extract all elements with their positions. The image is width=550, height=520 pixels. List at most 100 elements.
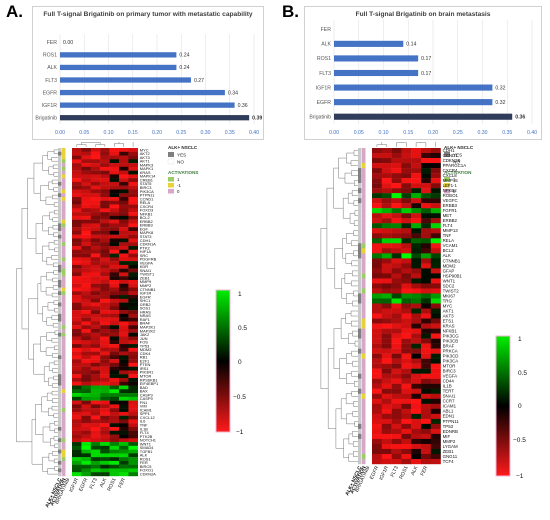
panel-a-bar-flt3 bbox=[60, 77, 191, 83]
panel-b-x-tick-label: 0.00 bbox=[329, 130, 339, 136]
panel-a-row-label: BRAF bbox=[140, 321, 151, 326]
panel-a-row-label: FOXO3 bbox=[140, 208, 154, 213]
panel-a-row-label: RELA bbox=[140, 200, 151, 205]
panel-a-row-label: HIF1A bbox=[140, 249, 152, 254]
panel-b-row-label: PTPN11 bbox=[443, 419, 460, 424]
panel-a-row-label: GRB2 bbox=[140, 302, 151, 307]
panel-a-row-label: FOXO1 bbox=[140, 468, 153, 473]
panel-b-row-label: KRAS bbox=[443, 323, 455, 328]
panel-a-row-label: SNAI1 bbox=[140, 268, 151, 273]
panel-b-category-label: IGF1R bbox=[316, 85, 332, 91]
panel-a-value-label: 0.24 bbox=[179, 65, 189, 71]
panel-b-bar-alk bbox=[334, 40, 404, 47]
panel-b-bar-igf1r bbox=[334, 84, 493, 91]
panel-b-row-label: VEGFA bbox=[443, 374, 458, 379]
panel-a-x-tick-label: 0.15 bbox=[128, 130, 138, 136]
panel-b-colorbar-tick-0: 0 bbox=[518, 403, 522, 410]
panel-a-x-tick-label: 0.05 bbox=[79, 130, 89, 136]
panel-a-row-label: CREB1 bbox=[140, 177, 153, 182]
panel-a-bar-igf1r bbox=[60, 102, 235, 108]
panel-b-row-label: TWIST2 bbox=[443, 288, 460, 293]
panel-b-bar-chart: Full T-signal Brigatinib on brain metast… bbox=[304, 6, 542, 140]
panel-a-row-label: HRAS bbox=[140, 309, 151, 314]
panel-b-x-tick-label: 0.40 bbox=[527, 130, 537, 136]
panel-b-row-label: IL1B bbox=[443, 384, 452, 389]
panel-a-row-label: CXCR4 bbox=[140, 204, 154, 209]
panel-b-value-label: 0.32 bbox=[495, 85, 505, 91]
panel-b-row-label: MET bbox=[443, 213, 453, 218]
panel-b-x-tick-label: 0.10 bbox=[378, 130, 388, 136]
panel-b-colorbar-tick-1: 1 bbox=[518, 336, 522, 343]
panel-a-act-0-swatch bbox=[168, 189, 174, 194]
panel-b-category-label: FLT3 bbox=[319, 71, 331, 77]
panel-b-row-label: ALK bbox=[443, 253, 451, 258]
panel-a-row-label: PIK3R1 bbox=[140, 370, 154, 375]
panel-b-row-label: MMP13 bbox=[443, 228, 459, 233]
panel-b-row-label: EDN1 bbox=[443, 414, 455, 419]
panel-a-colorbar-tick-05: 0.5 bbox=[238, 325, 247, 332]
panel-a-row-label: TGFB1 bbox=[140, 449, 153, 454]
panel-b-act-0: 0 bbox=[453, 189, 456, 194]
panel-b-act-neg1: -1 bbox=[453, 183, 457, 188]
panel-b-row-label: SDC2 bbox=[443, 283, 455, 288]
panel-a-value-label: 0.34 bbox=[228, 90, 238, 96]
panel-a-activation-title: ACTIVATIONS bbox=[168, 170, 198, 175]
panel-b-column-label: ROS1 bbox=[398, 465, 409, 480]
panel-b-colorbar-tick-m05: −0.5 bbox=[513, 437, 526, 444]
panel-b-row-label: TNF bbox=[443, 233, 452, 238]
panel-a-row-label: JUN bbox=[140, 336, 148, 341]
panel-a-act-0: 0 bbox=[177, 189, 180, 194]
panel-a-row-label: RPS6KB1 bbox=[140, 377, 158, 382]
panel-b-act-1: 1 bbox=[453, 177, 456, 182]
panel-b-column-label: FLT3 bbox=[390, 465, 400, 478]
panel-b-row-label: MIF bbox=[443, 434, 451, 439]
panel-b-row-label: PIK3CD bbox=[443, 354, 459, 359]
panel-b-row-label: BRAF bbox=[443, 344, 455, 349]
panel-b-heatmap-svg: ALK+ NSCLC YES NO ACTIVATION 1 -1 0 1 0.… bbox=[276, 142, 550, 514]
panel-a-row-label: IRS1 bbox=[140, 366, 149, 371]
panel-a-row-label: CDK4 bbox=[140, 351, 151, 356]
panel-b-row-label: ERBB2 bbox=[443, 218, 458, 223]
panel-b-legend-no-swatch bbox=[443, 158, 451, 165]
panel-a-heatmap: ALK+ NSCLC YES NO ACTIVATIONS 1 -1 0 1 0… bbox=[0, 142, 272, 514]
panel-b-row-label: ERBB3 bbox=[443, 203, 458, 208]
panel-a-heatmap-svg: ALK+ NSCLC YES NO ACTIVATIONS 1 -1 0 1 0… bbox=[0, 142, 272, 514]
panel-b-category-label: ROS1 bbox=[317, 56, 331, 62]
panel-b-row-label: LEF1 bbox=[443, 183, 454, 188]
panel-a-row-label: MTOR bbox=[140, 373, 152, 378]
panel-a-row-label: BAD bbox=[140, 385, 148, 390]
panel-b-category-label: FER bbox=[321, 27, 332, 33]
panel-a-row-label: EIF4EBP1 bbox=[140, 381, 158, 386]
panel-b-x-tick-label: 0.20 bbox=[428, 130, 438, 136]
panel-a-row-label: CCND1 bbox=[140, 196, 154, 201]
panel-a-column-label: FER bbox=[117, 477, 127, 489]
panel-a-x-tick-label: 0.20 bbox=[152, 130, 162, 136]
panel-b-row-label: ZEB1 bbox=[443, 449, 455, 454]
panel-a-row-label: SHC1 bbox=[140, 298, 151, 303]
panel-a-row-label: MAPK14 bbox=[140, 174, 156, 179]
panel-b-bar-brigatinib bbox=[334, 113, 513, 120]
panel-a-cells bbox=[72, 148, 138, 477]
panel-a-row-label: NFKB1 bbox=[140, 211, 153, 216]
panel-b-heatmap: ALK+ NSCLC YES NO ACTIVATION 1 -1 0 1 0.… bbox=[276, 142, 550, 514]
panel-b-row-label: TCF4 bbox=[443, 459, 455, 464]
panel-b-row-label: CD44 bbox=[443, 379, 455, 384]
panel-a-letter: A. bbox=[6, 2, 23, 21]
panel-a-row-label: PDGFRB bbox=[140, 257, 157, 262]
panel-a-row-label: ERBB3 bbox=[140, 223, 154, 228]
panel-b-value-label: 0.17 bbox=[421, 56, 431, 62]
panel-a-row-label: WNT1 bbox=[140, 441, 151, 446]
panel-a-row-label: FLT4 bbox=[140, 430, 150, 435]
panel-a-category-label: ALK bbox=[47, 65, 57, 71]
panel-a-legend-yes-swatch bbox=[168, 152, 174, 157]
panel-b-row-label: PIK3CB bbox=[443, 339, 459, 344]
panel-b-row-label: PIK3CA bbox=[443, 359, 459, 364]
panel-b-row-label: ETS1 bbox=[443, 318, 455, 323]
panel-a-colorbar-tick-m1: −1 bbox=[236, 429, 244, 436]
panel-a-row-label: MMP9 bbox=[140, 279, 151, 284]
panel-b-cells bbox=[372, 148, 441, 465]
panel-a-act-1-swatch bbox=[168, 177, 174, 182]
panel-a-row-label: FER bbox=[140, 460, 148, 465]
panel-a-row-label: ROS1 bbox=[140, 456, 151, 461]
panel-a-row-label: EGFR bbox=[140, 294, 151, 299]
